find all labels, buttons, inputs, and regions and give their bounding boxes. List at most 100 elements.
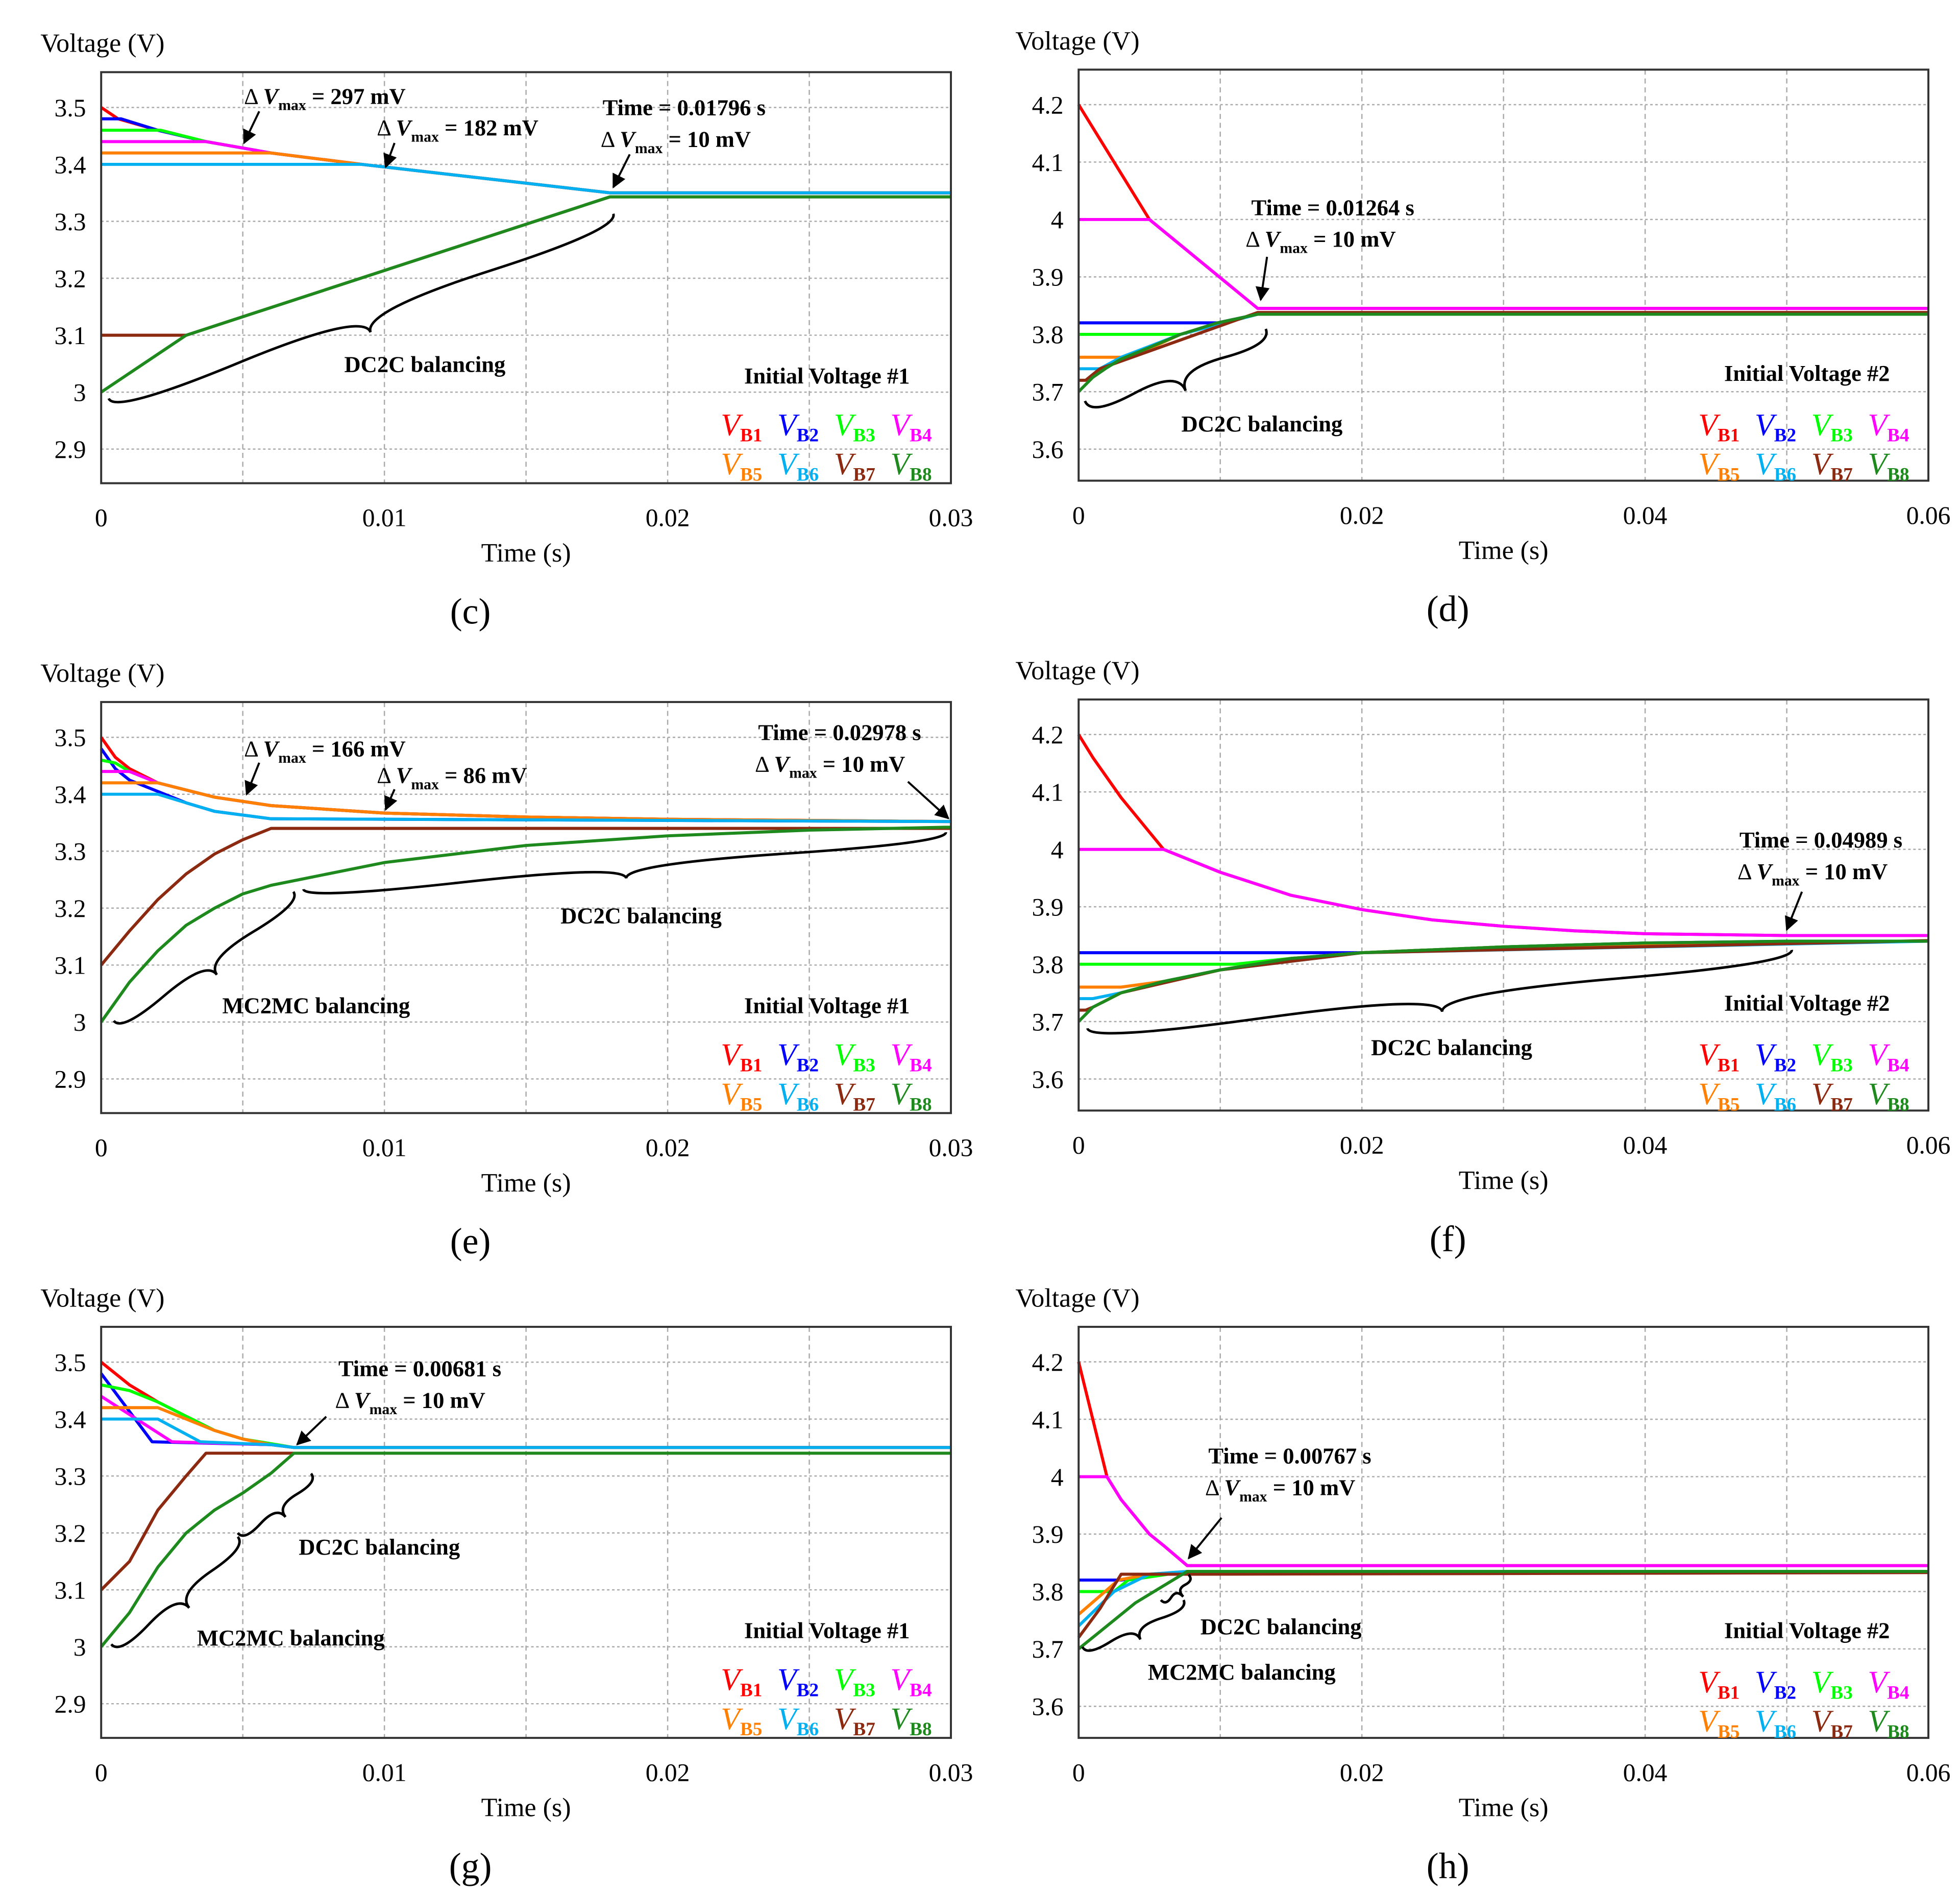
legend-symbol: V xyxy=(1868,1665,1890,1700)
annotation-arrow xyxy=(296,1416,327,1446)
v-symbol: V xyxy=(263,83,280,109)
balancing-label: DC2C balancing xyxy=(1200,1614,1362,1639)
delta-vmax-value: = 297 mV xyxy=(306,83,406,109)
y-tick-label: 3.1 xyxy=(55,322,86,350)
legend-item-VB3: VB3 xyxy=(1811,1037,1853,1076)
legend-subscript: B7 xyxy=(853,1094,875,1115)
y-tick-label: 4.2 xyxy=(1032,721,1064,749)
legend-symbol: V xyxy=(1811,1665,1834,1700)
y-tick-label: 4.2 xyxy=(1032,91,1064,119)
series-line-VB4 xyxy=(100,1395,951,1449)
legend-item-VB6: VB6 xyxy=(777,1702,819,1740)
series-line-VB7 xyxy=(1077,1571,1929,1639)
legend-symbol: V xyxy=(890,1662,913,1697)
chart-panel-d: 3.6 3.7 3.8 3.9 4 4.1 4.2 0 0.02 0.04 0.06 Time (s)… xyxy=(1015,27,1950,629)
legend-symbol: V xyxy=(777,407,800,442)
legend-item-VB6: VB6 xyxy=(777,1077,819,1115)
delta-vmax-value: = 10 mV xyxy=(817,751,905,777)
curly-brace xyxy=(1084,328,1268,409)
legend-item-VB8: VB8 xyxy=(1868,1704,1909,1742)
legend-symbol: V xyxy=(1698,1704,1721,1739)
curly-brace xyxy=(302,832,947,894)
delta-symbol: Δ xyxy=(377,763,396,788)
y-tick-label: 3.8 xyxy=(1032,1578,1064,1606)
y-tick-label: 4.1 xyxy=(1032,149,1064,177)
legend-subscript: B7 xyxy=(853,465,875,486)
legend-item-VB2: VB2 xyxy=(1755,1037,1796,1076)
balancing-label: DC2C balancing xyxy=(344,351,505,377)
legend-subscript: B5 xyxy=(1718,465,1739,486)
x-tick-label: 0 xyxy=(1072,1758,1085,1786)
x-tick-label: 0.02 xyxy=(1340,1131,1384,1159)
legend-item-VB4: VB4 xyxy=(890,1662,932,1701)
time-annotation: Time = 0.02978 s xyxy=(758,719,921,745)
x-tick-label: 0.01 xyxy=(362,1133,407,1161)
delta-symbol: Δ xyxy=(1737,859,1756,884)
legend-subscript: B7 xyxy=(1830,1094,1852,1115)
delta-vmax-annotation: Δ Vmax = 10 mV xyxy=(1205,1474,1355,1505)
legend-symbol: V xyxy=(777,1077,800,1111)
legend-title: Initial Voltage #1 xyxy=(744,993,910,1019)
legend-symbol: V xyxy=(1811,447,1834,481)
series-line-VB6 xyxy=(101,1417,951,1449)
curly-brace xyxy=(1086,950,1793,1035)
legend-symbol: V xyxy=(721,1077,743,1111)
series-line-VB4 xyxy=(1079,1475,1929,1567)
y-tick-label: 4 xyxy=(1051,1463,1064,1491)
y-axis-title: Voltage (V) xyxy=(1015,657,1139,686)
annotation-arrow xyxy=(383,142,397,168)
y-tick-label: 3 xyxy=(74,1633,86,1661)
legend-subscript: B3 xyxy=(1830,1682,1852,1703)
legend-subscript: B3 xyxy=(1830,1055,1852,1076)
x-tick-label: 0 xyxy=(95,1133,108,1161)
legend-symbol: V xyxy=(1698,1037,1721,1072)
v-symbol: V xyxy=(354,1387,371,1413)
x-axis-title: Time (s) xyxy=(481,1793,571,1823)
panel-label: (f) xyxy=(1430,1218,1466,1259)
y-tick-label: 4 xyxy=(1051,206,1064,234)
legend-subscript: B1 xyxy=(740,1055,762,1076)
y-tick-label: 3.2 xyxy=(55,264,86,293)
panel-label: (g) xyxy=(449,1846,492,1886)
legend-item-VB8: VB8 xyxy=(890,1702,932,1740)
legend-item-VB7: VB7 xyxy=(834,1077,875,1115)
series-line-VB6 xyxy=(101,792,951,823)
legend-item-VB4: VB4 xyxy=(890,407,932,446)
delta-symbol: Δ xyxy=(1245,226,1264,252)
legend-subscript: B6 xyxy=(1774,1722,1796,1742)
v-symbol: V xyxy=(1224,1474,1241,1500)
max-subscript: max xyxy=(278,750,306,766)
chart-panel-h: 3.6 3.7 3.8 3.9 4 4.1 4.2 0 0.02 0.04 0.06 Time (s)… xyxy=(1015,1283,1950,1886)
legend-subscript: B2 xyxy=(1774,1682,1796,1703)
legend-item-VB4: VB4 xyxy=(1868,1037,1909,1076)
legend-item-VB6: VB6 xyxy=(1755,1704,1796,1742)
curly-brace xyxy=(110,1536,241,1648)
legend-subscript: B7 xyxy=(853,1719,875,1740)
legend-symbol: V xyxy=(1698,407,1721,442)
legend-symbol: V xyxy=(834,1702,856,1736)
delta-vmax-annotation: Δ Vmax = 10 mV xyxy=(335,1387,485,1417)
delta-vmax-annotation: Δ Vmax = 10 mV xyxy=(1737,859,1888,889)
delta-symbol: Δ xyxy=(755,751,774,777)
y-tick-label: 3.3 xyxy=(55,838,86,866)
legend-item-VB2: VB2 xyxy=(777,1662,819,1701)
delta-vmax-annotation: Δ Vmax = 182 mV xyxy=(377,115,538,145)
v-symbol: V xyxy=(1756,859,1773,884)
panel-label: (d) xyxy=(1427,589,1469,629)
y-axis-title: Voltage (V) xyxy=(1015,27,1139,56)
x-tick-label: 0.02 xyxy=(646,1133,690,1161)
legend-symbol: V xyxy=(1811,407,1834,442)
legend-subscript: B8 xyxy=(910,465,932,486)
legend-item-VB3: VB3 xyxy=(834,1662,875,1701)
v-symbol: V xyxy=(620,127,636,152)
legend-symbol: V xyxy=(1755,407,1777,442)
legend-symbol: V xyxy=(1811,1077,1834,1111)
y-tick-label: 3.6 xyxy=(1032,1693,1064,1721)
y-tick-label: 3 xyxy=(74,378,86,406)
x-tick-label: 0.02 xyxy=(1340,501,1384,529)
series-line-VB4 xyxy=(101,140,951,195)
legend-subscript: B8 xyxy=(1887,1722,1909,1742)
max-subscript: max xyxy=(278,98,306,114)
legend-item-VB5: VB5 xyxy=(1698,1704,1739,1742)
max-subscript: max xyxy=(789,765,817,782)
